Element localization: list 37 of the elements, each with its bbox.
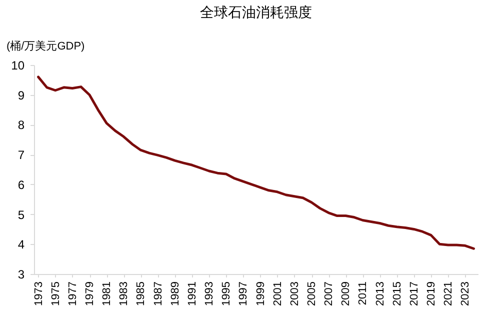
x-tick-label: 2013 xyxy=(374,282,386,306)
chart-title: 全球石油消耗强度 xyxy=(200,4,312,20)
x-tick-label: 1995 xyxy=(220,282,233,306)
line-series xyxy=(37,76,475,250)
x-tick-label: 2011 xyxy=(357,282,370,306)
y-tick-label: 4 xyxy=(18,238,25,252)
x-tick-label: 1973 xyxy=(32,282,45,306)
x-tick-label: 2009 xyxy=(340,282,352,306)
y-tick-label: 3 xyxy=(18,268,25,282)
x-tick-label: 2021 xyxy=(442,282,455,306)
x-tick-label: 1999 xyxy=(254,282,267,306)
x-tick-label: 1989 xyxy=(169,282,182,306)
y-tick-label: 8 xyxy=(18,118,25,132)
x-tick-label: 1991 xyxy=(186,282,198,306)
y-axis-title: (桶/万美元GDP) xyxy=(6,40,85,52)
x-tick-label: 1979 xyxy=(84,282,96,306)
y-tick-label: 6 xyxy=(18,178,25,192)
y-tick-label: 10 xyxy=(11,58,25,72)
x-tick-label: 2015 xyxy=(391,282,404,306)
x-tick-label: 1985 xyxy=(135,282,148,306)
x-tick-label: 1977 xyxy=(66,282,79,306)
x-tick-label: 2019 xyxy=(426,282,438,306)
x-tick-label: 2023 xyxy=(460,282,472,306)
x-tick-label: 2001 xyxy=(272,282,284,306)
y-tick-label: 7 xyxy=(18,148,25,162)
x-tick-label: 1987 xyxy=(152,282,164,306)
x-tick-label: 1993 xyxy=(204,282,216,306)
x-tick-label: 2003 xyxy=(288,282,301,306)
x-tick-label: 2017 xyxy=(408,282,420,306)
x-tick-label: 1981 xyxy=(101,282,114,306)
x-tick-label: 1983 xyxy=(118,282,130,306)
x-tick-label: 2005 xyxy=(306,282,318,306)
x-tick-label: 2007 xyxy=(323,282,336,306)
x-tick-label: 1997 xyxy=(238,282,250,306)
x-tick-label: 1975 xyxy=(50,282,62,306)
y-tick-label: 9 xyxy=(18,88,25,102)
y-tick-label: 5 xyxy=(18,208,25,222)
